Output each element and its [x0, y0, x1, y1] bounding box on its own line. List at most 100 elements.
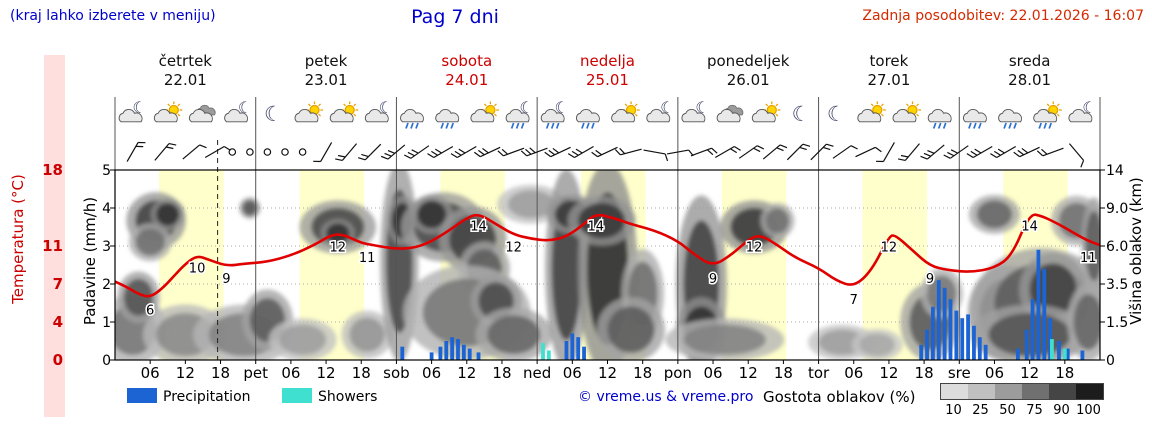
svg-text:4: 4: [102, 201, 111, 217]
moon-icon: ☾: [792, 102, 811, 126]
precip-bar: [1016, 348, 1020, 360]
day-date: 26.01: [726, 71, 770, 89]
moon-cloud-icon: ☾: [364, 98, 393, 123]
x-axis-labels: 06 12 18 pet 06 12 18 sob 06 12 18 ned 06 12 18 pon 06 12…: [141, 360, 1074, 382]
wind-barb-icon: [591, 146, 618, 158]
svg-text:06: 06: [141, 364, 160, 382]
svg-text:18: 18: [211, 364, 230, 382]
svg-text:☾: ☾: [827, 102, 846, 126]
shower-bar: [546, 350, 551, 360]
wind-barb-icon: [786, 143, 811, 161]
svg-text:06: 06: [844, 364, 863, 382]
cloud-height-tick-labels: 14 9.0 6.0 3.5 1.5 0: [1100, 163, 1128, 369]
wind-barb-icon: [497, 147, 525, 157]
density-scale-cell: [1022, 384, 1049, 399]
wind-barb-icon: [920, 144, 945, 160]
wind-calm-icon: [298, 148, 307, 156]
wind-barb-icon: [966, 145, 993, 159]
svg-text:14: 14: [588, 220, 605, 235]
wind-barb-icon: [614, 147, 642, 156]
svg-text:12: 12: [1020, 364, 1039, 382]
svg-text:☾: ☾: [660, 98, 674, 117]
svg-text:pon: pon: [664, 364, 692, 382]
svg-text:☾: ☾: [1082, 98, 1096, 117]
precip-bar: [456, 339, 460, 360]
svg-text:☾: ☾: [264, 102, 283, 126]
credit-link[interactable]: © vreme.us & vreme.pro: [578, 389, 754, 405]
svg-text:12: 12: [598, 364, 617, 382]
precip-bar: [948, 299, 953, 360]
day-date: 24.01: [445, 71, 489, 89]
svg-text:sob: sob: [383, 364, 410, 382]
cloud-density-scale-ticks: 10 25 50 75 90 100: [940, 403, 1102, 418]
svg-text:6.0: 6.0: [1106, 239, 1128, 255]
rain-icon: [962, 108, 987, 129]
svg-text:12: 12: [317, 364, 336, 382]
density-scale-tick: 75: [1026, 403, 1043, 418]
shower-bars: [541, 339, 1067, 360]
svg-text:12: 12: [457, 364, 476, 382]
temperature-value-labels: 6 10 9 12 11 14 12 14 9 12 7 12 9 14 11: [145, 218, 1099, 320]
precip-bar: [438, 346, 443, 360]
sun-cloud-icon: [611, 101, 640, 123]
svg-text:☾: ☾: [555, 98, 569, 117]
svg-text:14: 14: [1021, 220, 1038, 235]
moon-cloud-icon: ☾: [224, 98, 252, 123]
precip-bar: [925, 329, 929, 360]
moon-cloud-icon: ☾: [646, 98, 674, 123]
rain-icon: [575, 108, 600, 129]
svg-text:18: 18: [915, 364, 934, 382]
precip-bar: [400, 346, 405, 360]
wind-barb-icon: [855, 146, 882, 158]
svg-text:06: 06: [703, 364, 722, 382]
wind-barb-icon: [762, 144, 788, 160]
density-scale-tick: 100: [1076, 403, 1101, 418]
cloud-density-legend-label: Gostota oblakov (%): [763, 388, 916, 406]
svg-text:06: 06: [281, 364, 300, 382]
svg-text:18: 18: [492, 364, 511, 382]
moon-rain-icon: ☾: [505, 98, 534, 129]
svg-text:6: 6: [146, 303, 154, 318]
precipitation-legend-swatch: [127, 388, 157, 403]
wind-barb-icon: [154, 142, 177, 161]
wind-barb-icon: [126, 141, 146, 162]
moon-icon: ☾: [827, 102, 846, 126]
precip-bar: [942, 287, 947, 360]
svg-text:3.5: 3.5: [1106, 277, 1128, 293]
day-name: sobota: [441, 52, 493, 70]
svg-text:11: 11: [359, 251, 376, 266]
wind-barb-icon: [357, 143, 382, 161]
svg-text:18: 18: [1055, 364, 1074, 382]
precipitation-legend-label: Precipitation: [163, 389, 251, 405]
wind-barb-icon: [1068, 143, 1085, 168]
wind-barb-icon: [643, 149, 669, 162]
svg-text:☾: ☾: [792, 102, 811, 126]
precip-bar: [467, 348, 472, 360]
density-scale-tick: 10: [945, 403, 962, 418]
wind-calm-icon: [228, 148, 237, 156]
precip-bar: [570, 333, 575, 360]
wind-barb-icon: [810, 143, 834, 161]
svg-text:9: 9: [222, 272, 230, 287]
moon-cloud-icon: ☾: [1068, 98, 1097, 123]
svg-text:9: 9: [926, 272, 934, 287]
svg-text:1: 1: [102, 315, 111, 331]
precip-bar: [972, 325, 976, 360]
sun-cloud-icon: [153, 101, 183, 123]
precip-bar: [444, 341, 449, 360]
day-name: sreda: [1008, 52, 1051, 70]
precip-bar: [450, 337, 455, 360]
wind-barbs: [126, 141, 1085, 168]
sun-rain-icon: [1033, 101, 1062, 129]
wind-barb-icon: [690, 147, 718, 157]
svg-text:12: 12: [879, 364, 898, 382]
shower-bar: [1062, 348, 1067, 360]
svg-text:18: 18: [633, 364, 652, 382]
cloud-icon: [188, 104, 216, 123]
sun-cloud-icon: [892, 101, 922, 123]
svg-text:12: 12: [739, 364, 758, 382]
precip-bar: [954, 310, 959, 360]
svg-text:5: 5: [102, 163, 111, 179]
wind-barb-icon: [1036, 147, 1064, 157]
wind-barb-icon: [450, 145, 477, 159]
